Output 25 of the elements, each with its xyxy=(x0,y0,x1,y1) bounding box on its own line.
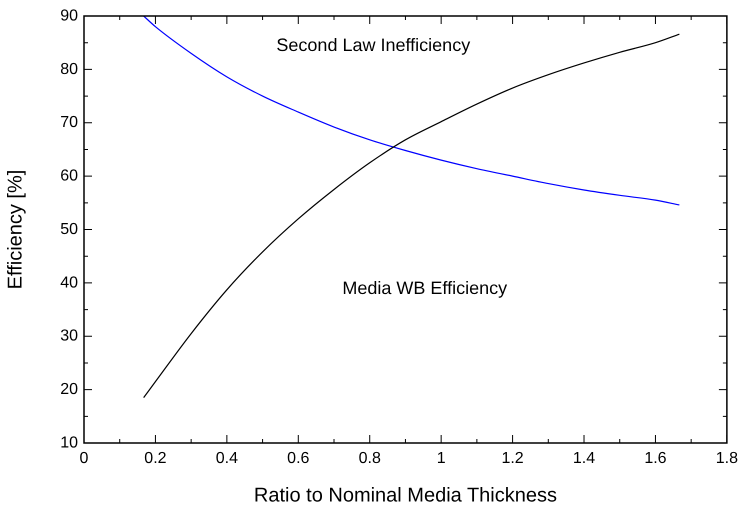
x-tick-label: 1.4 xyxy=(572,450,596,468)
x-tick-label: 1.6 xyxy=(644,450,667,468)
x-tick-label: 0 xyxy=(80,450,89,468)
x-tick-label: 0.2 xyxy=(144,450,167,468)
y-tick-label: 10 xyxy=(60,434,78,452)
y-tick-label: 60 xyxy=(60,168,78,185)
y-tick-label: 40 xyxy=(60,274,78,292)
x-tick-label: 1 xyxy=(436,450,446,468)
x-tick-label: 1.8 xyxy=(716,450,738,468)
y-tick-label: 30 xyxy=(60,328,78,345)
annotation: Second Law Inefficiency xyxy=(276,34,470,55)
x-tick-label: 0.8 xyxy=(358,450,381,468)
annotation: Media WB Efficiency xyxy=(342,278,508,298)
line-series xyxy=(143,34,680,398)
x-tick-label: 0.6 xyxy=(287,450,310,468)
y-tick-label: 70 xyxy=(60,114,78,132)
y-tick-label: 20 xyxy=(60,381,78,398)
line-series xyxy=(143,16,680,206)
x-tick-label: 0.4 xyxy=(216,450,238,468)
y-axis-title: Efficiency [%] xyxy=(4,170,27,290)
y-tick-label: 50 xyxy=(60,220,78,238)
y-tick-label: 90 xyxy=(60,7,78,24)
x-tick-label: 1.2 xyxy=(501,450,524,468)
x-axis-title: Ratio to Nominal Media Thickness xyxy=(254,484,557,507)
y-tick-label: 80 xyxy=(60,60,78,78)
